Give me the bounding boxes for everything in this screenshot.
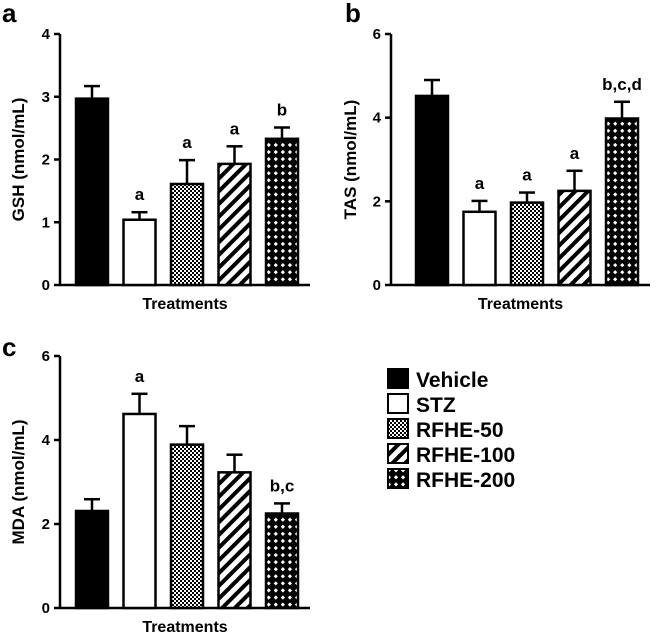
bar-rfhe-200 <box>264 137 300 287</box>
legend-swatch-vehicle <box>387 368 409 389</box>
panel-a-gsh-chart: a 0 1 2 3 4 GSH (nmol/mL) Treatments a a a b <box>2 0 310 313</box>
significance-label-rfhe-200: b,c <box>270 476 295 495</box>
panel-b-tas-chart: b 0 2 4 6 TAS (nmol/mL) Treatments a a a b,c,d <box>341 0 650 313</box>
legend-label-stz: STZ <box>416 394 456 417</box>
legend-swatch-rfhe-100 <box>387 443 409 464</box>
y-axis-label: GSH (nmol/mL) <box>9 98 28 222</box>
legend: Vehicle STZ RFHE-50 RFHE-100 RFHE-200 <box>387 368 515 492</box>
significance-label-rfhe-50: a <box>522 166 532 185</box>
bar-rfhe-100 <box>217 162 252 287</box>
legend-label-rfhe-200: RFHE-200 <box>416 469 515 492</box>
y-tick-label: 0 <box>373 277 381 294</box>
panel-letter-c: c <box>2 332 16 362</box>
legend-swatch-stz <box>387 393 409 414</box>
legend-swatch-rfhe-50 <box>387 418 409 439</box>
y-tick-label: 2 <box>373 193 381 210</box>
significance-label-rfhe-200: b <box>277 100 287 119</box>
y-tick-label: 4 <box>42 26 51 43</box>
y-tick-label: 0 <box>42 600 50 617</box>
bar-rfhe-50 <box>509 201 545 287</box>
significance-label-rfhe-50: a <box>182 133 192 152</box>
bar-vehicle <box>414 94 450 287</box>
panel-letter-a: a <box>2 0 17 28</box>
x-axis-label: Treatments <box>142 619 227 636</box>
y-tick-label: 1 <box>42 214 50 231</box>
significance-label-rfhe-100: a <box>570 144 580 163</box>
legend-swatch-rfhe-200 <box>387 468 409 489</box>
bar-rfhe-50 <box>169 182 205 287</box>
bar-vehicle <box>74 509 110 610</box>
legend-label-rfhe-50: RFHE-50 <box>416 419 504 442</box>
bar-rfhe-200 <box>604 117 640 287</box>
bar-stz <box>462 210 497 287</box>
bar-rfhe-100 <box>557 189 592 287</box>
x-axis-label: Treatments <box>478 296 563 313</box>
bar-stz <box>122 218 157 287</box>
y-axis-label: MDA (nmol/mL) <box>9 420 28 545</box>
x-axis-label: Treatments <box>142 296 227 313</box>
y-tick-label: 3 <box>42 89 50 106</box>
y-tick-label: 6 <box>42 348 50 365</box>
significance-label-stz: a <box>135 367 145 386</box>
significance-label-rfhe-100: a <box>230 119 240 138</box>
y-tick-label: 0 <box>42 277 50 294</box>
y-tick-label: 4 <box>42 432 51 449</box>
bar-vehicle <box>74 97 110 287</box>
significance-label-rfhe-200: b,c,d <box>602 75 642 94</box>
bar-rfhe-200 <box>264 512 300 610</box>
y-tick-label: 4 <box>373 110 382 127</box>
y-tick-label: 2 <box>42 152 50 169</box>
y-tick-label: 2 <box>42 516 50 533</box>
panel-c-mda-chart: c 0 2 4 6 MDA (nmol/mL) Treatments a b,c <box>2 332 310 636</box>
legend-label-rfhe-100: RFHE-100 <box>416 444 515 467</box>
bar-rfhe-100 <box>217 471 252 610</box>
y-tick-label: 6 <box>373 26 381 43</box>
legend-label-vehicle: Vehicle <box>416 369 488 392</box>
significance-label-stz: a <box>475 174 485 193</box>
bar-rfhe-50 <box>169 443 205 610</box>
bar-stz <box>122 412 157 610</box>
significance-label-stz: a <box>135 185 145 204</box>
y-axis-label: TAS (nmol/mL) <box>341 100 360 220</box>
panel-letter-b: b <box>345 0 361 28</box>
